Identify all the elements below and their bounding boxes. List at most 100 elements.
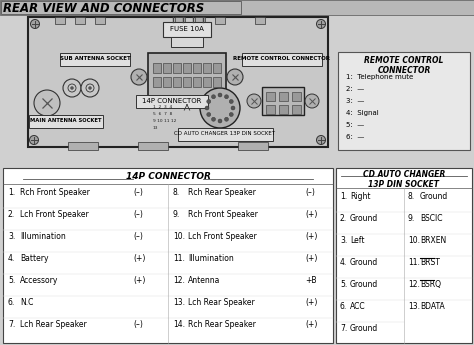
Text: 10.: 10. <box>173 232 185 241</box>
Bar <box>55 17 65 24</box>
Bar <box>68 142 98 150</box>
Circle shape <box>229 112 233 117</box>
Bar <box>203 77 211 87</box>
Text: BSRQ: BSRQ <box>420 280 441 289</box>
Text: 1  2  3  4: 1 2 3 4 <box>153 105 172 109</box>
Text: 11.: 11. <box>173 254 185 263</box>
Text: 13.: 13. <box>408 302 420 311</box>
Text: SUB ANTENNA SOCKET: SUB ANTENNA SOCKET <box>60 56 130 61</box>
Bar <box>292 105 301 114</box>
Circle shape <box>227 69 243 85</box>
Circle shape <box>71 87 73 89</box>
Text: Rch Front Speaker: Rch Front Speaker <box>188 210 258 219</box>
Text: 9.: 9. <box>408 214 415 223</box>
Bar <box>183 63 191 73</box>
Circle shape <box>86 84 94 92</box>
Text: 8.: 8. <box>408 192 415 201</box>
Bar <box>173 77 181 87</box>
Bar <box>148 53 226 101</box>
Circle shape <box>218 93 222 97</box>
Text: ACC: ACC <box>350 302 365 311</box>
Bar <box>195 17 205 24</box>
Bar <box>203 63 211 73</box>
Text: FUSE 10A: FUSE 10A <box>170 26 204 32</box>
Text: 14.: 14. <box>173 320 185 329</box>
Text: (–): (–) <box>133 188 143 197</box>
Text: 5.: 5. <box>8 276 15 285</box>
Text: N.C: N.C <box>20 298 33 307</box>
Bar <box>242 53 322 66</box>
Bar <box>175 17 185 24</box>
Circle shape <box>131 69 147 85</box>
Bar <box>171 37 203 47</box>
Text: (–): (–) <box>133 232 143 241</box>
Bar <box>292 92 301 101</box>
Text: Lch Front Speaker: Lch Front Speaker <box>20 210 89 219</box>
Bar <box>193 63 201 73</box>
Bar <box>183 77 191 87</box>
Text: Battery: Battery <box>20 254 48 263</box>
Bar <box>75 17 85 24</box>
Bar <box>338 52 470 150</box>
Bar <box>136 95 208 108</box>
Bar <box>29 115 103 128</box>
Text: REAR VIEW AND CONNECTORS: REAR VIEW AND CONNECTORS <box>3 2 204 15</box>
Text: 5:  —: 5: — <box>346 122 364 128</box>
Text: 1.: 1. <box>8 188 15 197</box>
Circle shape <box>68 84 76 92</box>
Text: 14P CONNECTOR: 14P CONNECTOR <box>126 172 210 181</box>
Circle shape <box>205 106 209 110</box>
Text: 6.: 6. <box>340 302 347 311</box>
Text: CD AUTO CHANGER 13P DIN SOCKET: CD AUTO CHANGER 13P DIN SOCKET <box>174 131 275 136</box>
Circle shape <box>200 88 240 128</box>
Text: Rch Rear Speaker: Rch Rear Speaker <box>188 188 256 197</box>
Text: 6.: 6. <box>8 298 15 307</box>
Text: Right: Right <box>350 192 371 201</box>
Text: 3:  —: 3: — <box>346 98 365 104</box>
Text: 2:  —: 2: — <box>346 86 364 92</box>
Text: 4:  Signal: 4: Signal <box>346 110 379 116</box>
Text: Lch Rear Speaker: Lch Rear Speaker <box>20 320 87 329</box>
Circle shape <box>211 117 216 121</box>
Text: 7.: 7. <box>8 320 15 329</box>
Bar <box>279 105 288 114</box>
Text: BRST: BRST <box>420 258 440 267</box>
Text: (+): (+) <box>133 254 146 263</box>
Text: BDATA: BDATA <box>420 302 445 311</box>
Bar <box>60 53 130 66</box>
Bar <box>0 0 474 15</box>
Text: Lch Front Speaker: Lch Front Speaker <box>188 232 257 241</box>
Bar <box>3 168 333 343</box>
Text: 7.: 7. <box>340 324 347 333</box>
Text: (+): (+) <box>133 276 146 285</box>
Text: Lch Rear Speaker: Lch Rear Speaker <box>188 298 255 307</box>
Text: Illumination: Illumination <box>20 232 66 241</box>
Circle shape <box>218 119 222 123</box>
Text: Ground: Ground <box>350 214 378 223</box>
Circle shape <box>34 90 60 116</box>
Bar <box>255 17 265 24</box>
Bar <box>153 63 161 73</box>
Text: Ground: Ground <box>350 258 378 267</box>
Bar <box>213 63 221 73</box>
Text: Rch Rear Speaker: Rch Rear Speaker <box>188 320 256 329</box>
Text: REMOTE CONTROL
CONNECTOR: REMOTE CONTROL CONNECTOR <box>365 56 444 76</box>
Bar <box>138 142 168 150</box>
Text: 9 10 11 12: 9 10 11 12 <box>153 119 176 123</box>
Text: 13.: 13. <box>173 298 185 307</box>
Text: Left: Left <box>350 236 365 245</box>
Text: (+): (+) <box>305 298 318 307</box>
Text: Ground: Ground <box>350 324 378 333</box>
Circle shape <box>231 106 235 110</box>
Text: REMOTE CONTROL CONNECTOR: REMOTE CONTROL CONNECTOR <box>234 56 330 61</box>
Text: (+): (+) <box>305 210 318 219</box>
Bar <box>95 17 105 24</box>
Text: BRXEN: BRXEN <box>420 236 446 245</box>
Bar <box>215 17 225 24</box>
Text: 1:  Telephone mute: 1: Telephone mute <box>346 74 413 80</box>
Bar <box>1 1 241 14</box>
Text: 10.: 10. <box>408 236 420 245</box>
Circle shape <box>317 20 326 29</box>
Circle shape <box>229 99 233 104</box>
Text: 12.: 12. <box>173 276 185 285</box>
